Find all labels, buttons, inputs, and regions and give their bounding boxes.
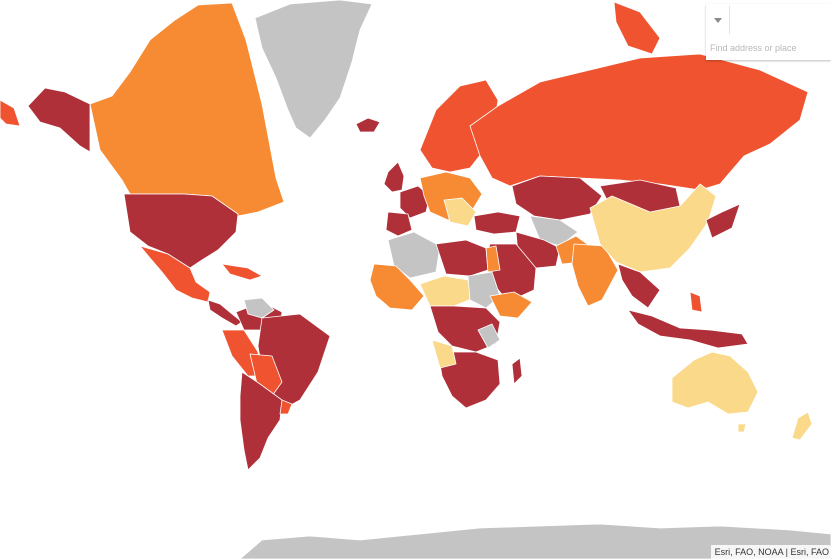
region-france[interactable] (399, 185, 431, 219)
region-tasmania[interactable] (737, 423, 747, 433)
region-turkey[interactable] (473, 211, 521, 235)
region-central-america[interactable] (207, 299, 243, 327)
search-input[interactable] (710, 40, 828, 56)
region-central-asia-south[interactable] (529, 215, 579, 247)
region-argentina[interactable] (239, 371, 283, 471)
region-new-zealand[interactable] (791, 411, 813, 441)
region-greenland[interactable] (254, 0, 373, 139)
region-philippines[interactable] (689, 291, 703, 313)
region-kazakhstan[interactable] (511, 175, 603, 221)
region-australia[interactable] (671, 351, 759, 415)
region-angola[interactable] (431, 339, 457, 369)
region-central-africa[interactable] (429, 305, 501, 353)
region-canada[interactable] (89, 2, 285, 217)
region-guianas[interactable] (243, 297, 275, 319)
region-egypt[interactable] (485, 245, 501, 273)
region-alaska-west[interactable] (0, 99, 21, 127)
region-russia[interactable] (469, 53, 809, 191)
region-antarctica[interactable] (239, 523, 831, 559)
search-source-dropdown[interactable] (706, 6, 730, 34)
region-north-africa-east[interactable] (435, 239, 489, 277)
region-uk[interactable] (383, 161, 405, 193)
region-iceland[interactable] (355, 117, 381, 133)
region-indochina[interactable] (617, 263, 661, 309)
map-attribution: Esri, FAO, NOAA | Esri, FAO (710, 545, 831, 559)
region-russia-far-east[interactable] (613, 1, 661, 55)
region-korea-japan[interactable] (705, 203, 741, 239)
region-indonesia[interactable] (627, 309, 749, 349)
region-southern-africa[interactable] (437, 351, 501, 409)
region-sahel[interactable] (419, 275, 475, 307)
chevron-down-icon (713, 17, 722, 23)
region-caribbean[interactable] (221, 263, 263, 281)
region-balkans[interactable] (443, 197, 477, 227)
region-usa[interactable] (123, 193, 239, 269)
region-iberia[interactable] (385, 211, 413, 237)
region-horn-africa[interactable] (489, 291, 533, 319)
region-madagascar[interactable] (511, 357, 523, 385)
region-uruguay[interactable] (279, 399, 293, 415)
search-widget (706, 4, 831, 60)
region-west-africa[interactable] (369, 263, 425, 311)
region-alaska[interactable] (27, 87, 91, 153)
region-great-lakes[interactable] (477, 323, 501, 349)
